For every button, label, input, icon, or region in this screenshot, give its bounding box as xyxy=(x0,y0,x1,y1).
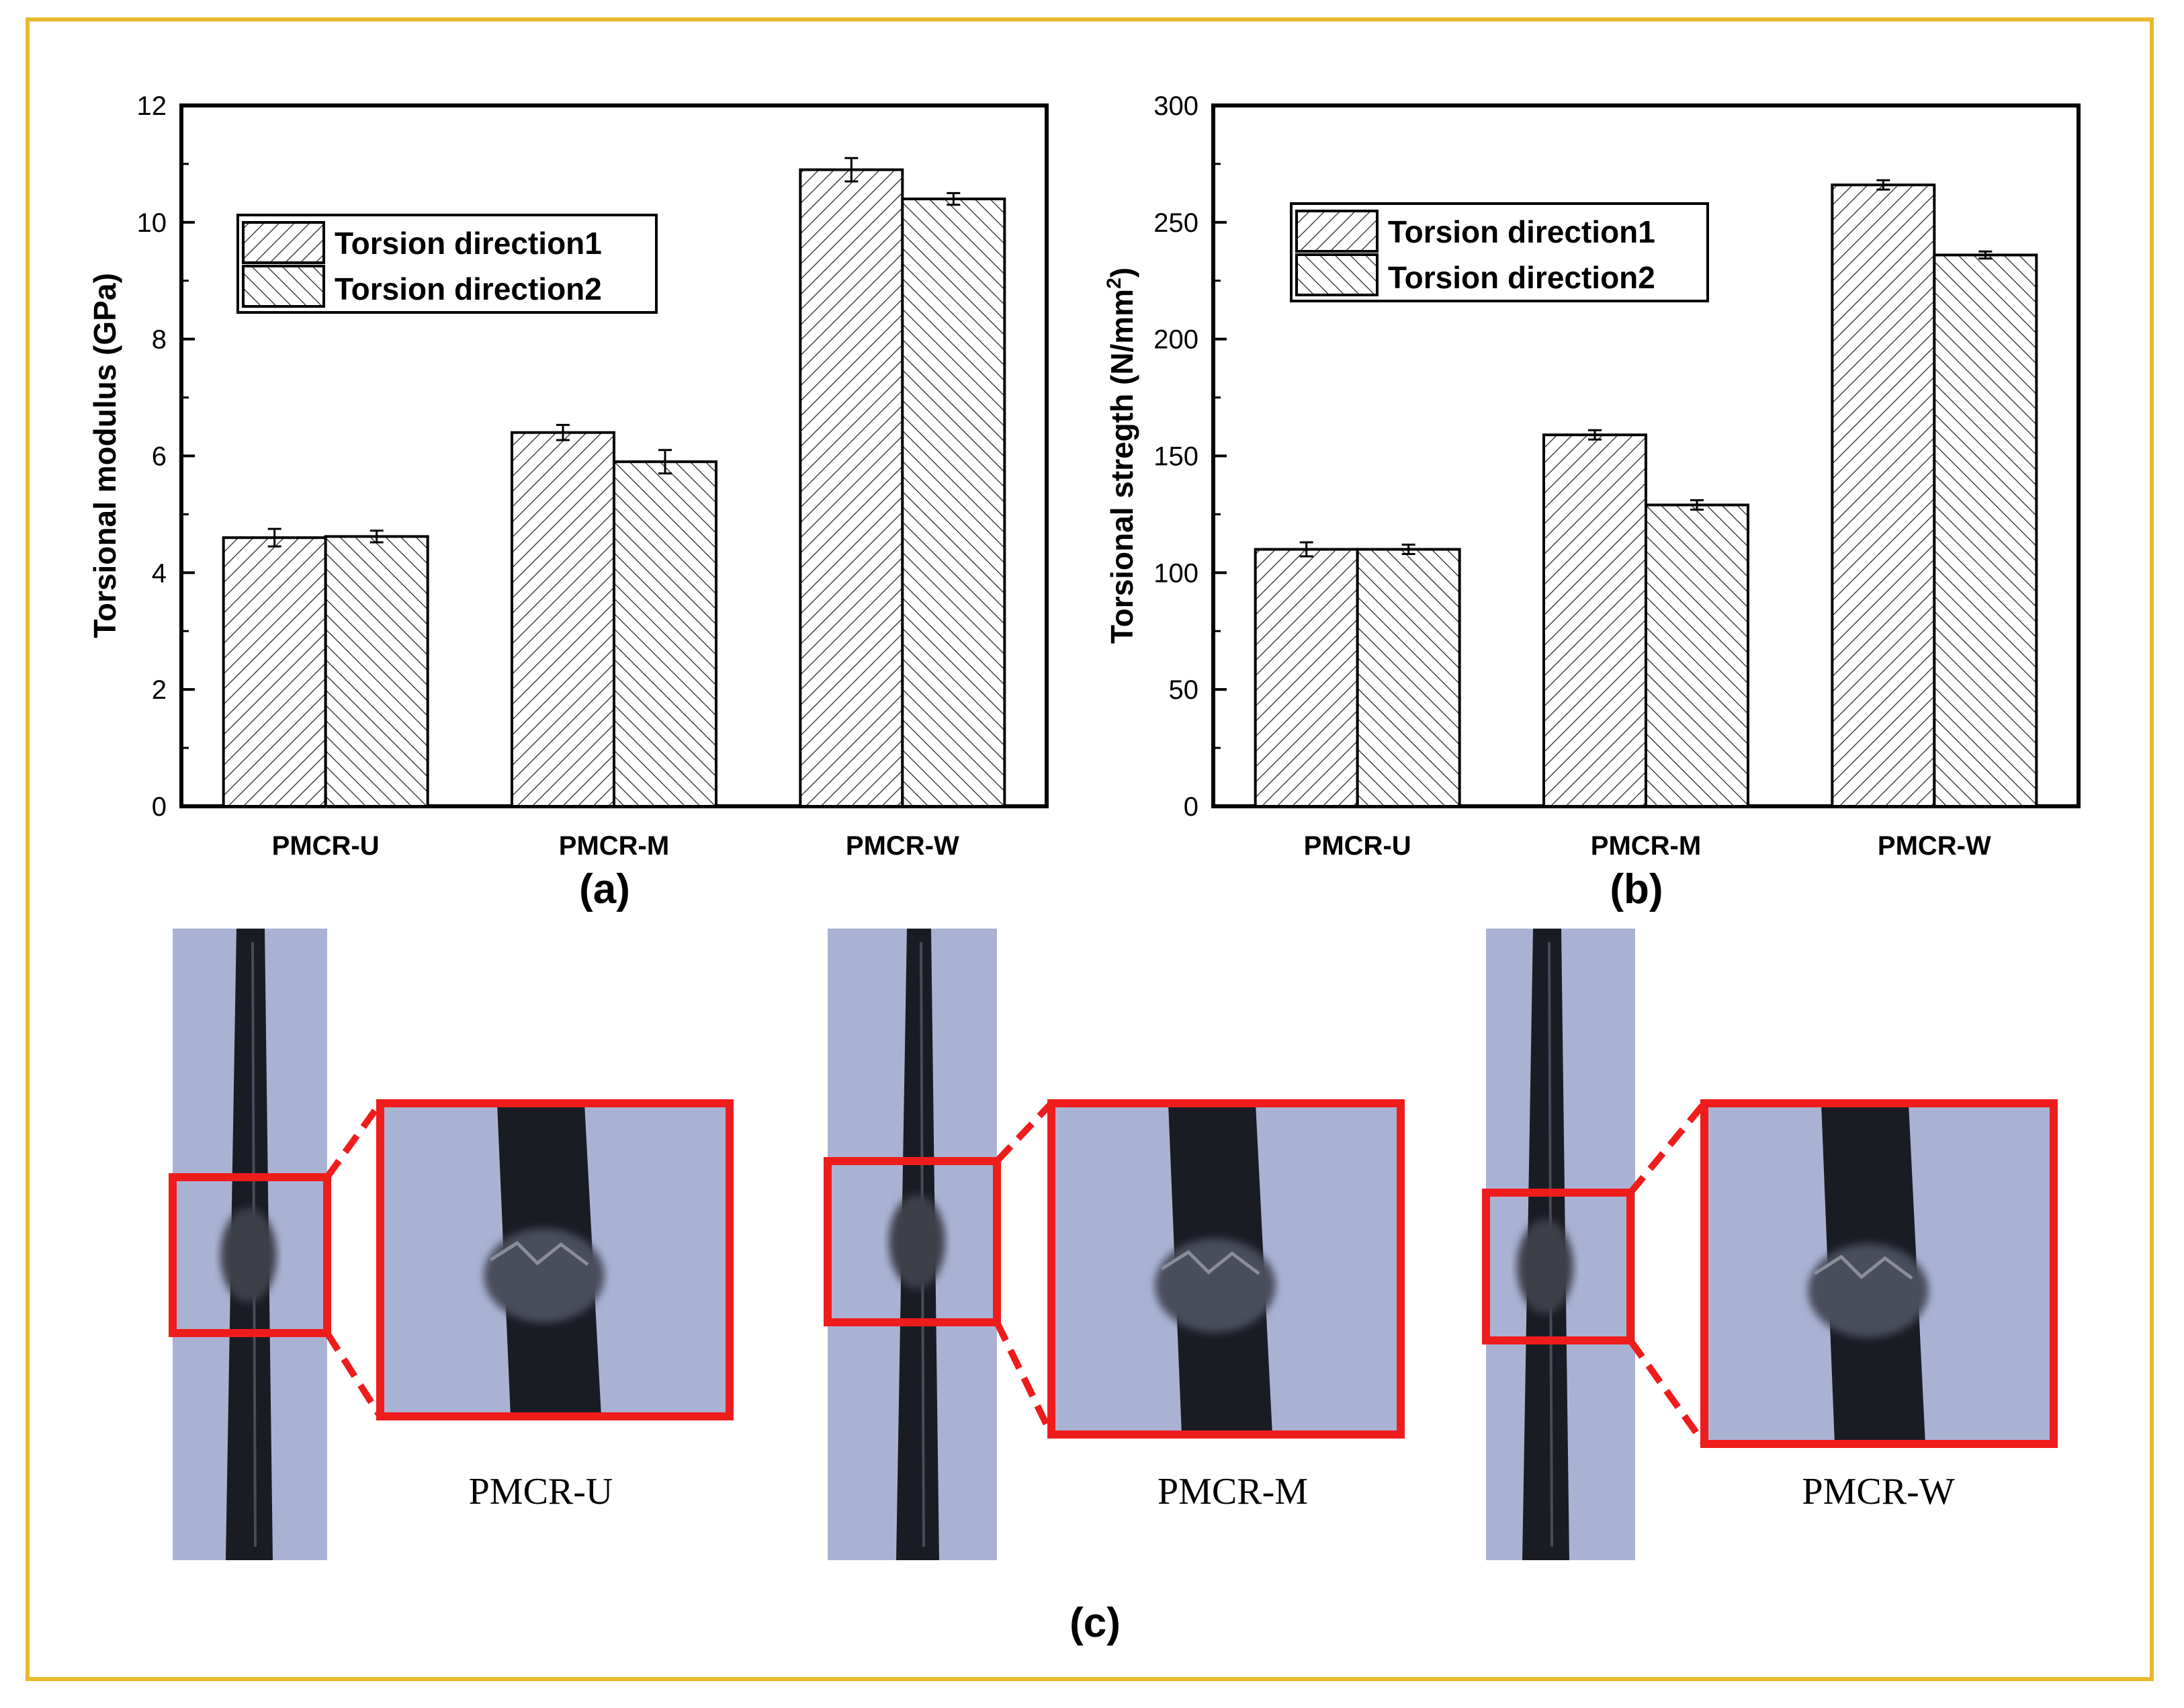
photo-PMCR-U: PMCR-U xyxy=(169,929,734,1560)
photo-panel-label: (c) xyxy=(1069,1600,1121,1646)
chart-b-bar-PMCR-M-s1 xyxy=(1542,433,1647,808)
chart-b-legend: Torsion direction1 Torsion direction2 xyxy=(1290,202,1709,302)
zoom-connector-lines xyxy=(1627,1101,1708,1446)
chart-b-panel-label: (b) xyxy=(1610,866,1663,912)
zoomed-photo xyxy=(1047,1099,1405,1439)
specimen-photo xyxy=(1486,929,1635,1560)
chart-b-bar-PMCR-U-s1 xyxy=(1254,548,1359,808)
chart-b-ytick-label: 200 xyxy=(1153,325,1198,355)
zoomed-photo xyxy=(1700,1099,2058,1448)
zoom-connector-lines xyxy=(324,1101,384,1418)
chart-a-ytick-label: 6 xyxy=(152,442,167,472)
chart-a-bar-PMCR-W-s2 xyxy=(901,198,1006,808)
chart-a-errorbar-PMCR-M-s2 xyxy=(658,449,672,475)
chart-b-errorbar-PMCR-M-s1 xyxy=(1588,429,1602,441)
chart-b-errorbar-PMCR-W-s2 xyxy=(1978,250,1993,260)
chart-b-ytick-label: 150 xyxy=(1153,442,1198,472)
chart-a-xtick-label: PMCR-W xyxy=(846,831,959,861)
chart-a-legend: Torsion direction1 Torsion direction2 xyxy=(236,214,658,314)
chart-b-xtick-label: PMCR-M xyxy=(1591,831,1701,861)
chart-b-ytick-label: 0 xyxy=(1184,792,1198,822)
chart-a-legend-label-1: Torsion direction1 xyxy=(335,226,602,261)
chart-b-errorbar-PMCR-U-s2 xyxy=(1401,544,1415,556)
chart-b-bar-PMCR-U-s2 xyxy=(1356,548,1461,808)
chart-a-ytick-label: 2 xyxy=(152,675,167,705)
photo-label: PMCR-M xyxy=(1157,1471,1308,1512)
photo-PMCR-M: PMCR-M xyxy=(824,929,1405,1560)
figure-frame xyxy=(26,17,2154,1681)
chart-b-ytick-label: 100 xyxy=(1153,558,1198,588)
chart-a-errorbar-PMCR-W-s2 xyxy=(947,191,961,206)
chart-b-bar-PMCR-M-s2 xyxy=(1645,503,1749,808)
photo-PMCR-W: PMCR-W xyxy=(1482,929,2058,1560)
chart-b-ytick-label: 300 xyxy=(1153,91,1198,121)
chart-a-bar-PMCR-M-s2 xyxy=(613,460,717,808)
chart-b-ylabel: Torsional stregth (N/mm2) xyxy=(1103,267,1139,644)
chart-a-legend-swatch-1 xyxy=(242,221,325,264)
chart-b-legend-label-1: Torsion direction1 xyxy=(1388,214,1655,249)
chart-a-legend-swatch-2 xyxy=(242,265,325,308)
chart-a-errorbar-PMCR-W-s1 xyxy=(844,157,859,183)
chart-a-panel-label: (a) xyxy=(579,866,630,912)
photo-label: PMCR-U xyxy=(469,1471,613,1512)
chart-a-ytick-label: 10 xyxy=(137,208,167,238)
zoom-region-box xyxy=(169,1173,331,1337)
zoom-region-box xyxy=(1482,1189,1634,1344)
zoomed-photo xyxy=(376,1099,734,1420)
photo-label: PMCR-W xyxy=(1802,1471,1954,1512)
chart-b-bar-PMCR-W-s2 xyxy=(1933,253,2038,808)
chart-b-ytick-label: 50 xyxy=(1169,675,1199,705)
chart-a-bar-PMCR-M-s1 xyxy=(511,431,615,808)
chart-a-bar-PMCR-U-s2 xyxy=(324,535,429,808)
chart-a: PMCR-U PMCR-M PMCR-W 0 2 4 6 8 10 12 Torsional mo… xyxy=(87,91,1049,912)
chart-b-ytick-label: 250 xyxy=(1153,208,1198,238)
photo-panel: PMCR-U PMCR-M PMCR-W (c) xyxy=(169,929,2058,1646)
chart-b: PMCR-U PMCR-M PMCR-W 0 50 100 150 200 250 300 Tor… xyxy=(1103,91,2081,912)
chart-a-errorbar-PMCR-M-s1 xyxy=(556,423,570,441)
chart-a-legend-label-2: Torsion direction2 xyxy=(335,271,602,306)
chart-b-legend-swatch-1 xyxy=(1295,210,1379,253)
chart-a-errorbar-PMCR-U-s2 xyxy=(369,529,384,544)
zoom-connector-lines xyxy=(994,1101,1055,1437)
chart-a-bar-PMCR-U-s1 xyxy=(222,536,327,808)
chart-a-xtick-label: PMCR-U xyxy=(272,831,380,861)
zoom-region-box xyxy=(824,1157,1001,1326)
chart-b-errorbar-PMCR-U-s1 xyxy=(1299,541,1313,558)
chart-b-xtick-label: PMCR-U xyxy=(1304,831,1411,861)
specimen-photo xyxy=(173,929,327,1560)
chart-a-errorbar-PMCR-U-s1 xyxy=(267,527,281,548)
specimen-photo xyxy=(828,929,997,1560)
chart-a-ytick-label: 12 xyxy=(137,91,167,121)
chart-b-xtick-label: PMCR-W xyxy=(1878,831,1991,861)
chart-a-bar-PMCR-W-s1 xyxy=(799,168,904,808)
chart-b-legend-label-2: Torsion direction2 xyxy=(1388,260,1655,295)
chart-a-ylabel: Torsional modulus (GPa) xyxy=(87,273,122,638)
chart-a-xtick-label: PMCR-M xyxy=(559,831,669,861)
chart-a-ytick-label: 4 xyxy=(152,558,167,588)
chart-b-errorbar-PMCR-M-s2 xyxy=(1690,499,1704,511)
chart-a-ytick-label: 0 xyxy=(152,792,167,822)
chart-b-legend-swatch-2 xyxy=(1295,253,1379,296)
chart-a-ytick-label: 8 xyxy=(152,325,167,355)
chart-b-errorbar-PMCR-W-s1 xyxy=(1876,179,1890,191)
chart-b-bar-PMCR-W-s1 xyxy=(1831,183,1936,808)
